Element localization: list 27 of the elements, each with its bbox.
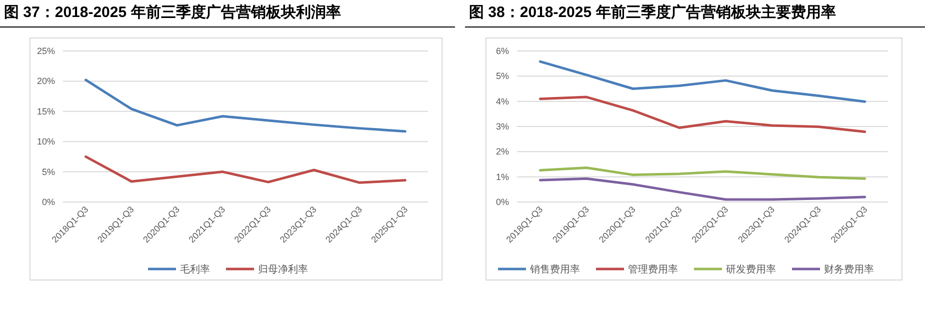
- legend-label: 销售费用率: [529, 264, 580, 276]
- legend-label: 财务费用率: [824, 264, 874, 276]
- line-series: [538, 60, 866, 103]
- line-series: [84, 155, 406, 184]
- y-tick-label: 6%: [496, 46, 509, 56]
- y-tick-label: 10%: [36, 136, 55, 147]
- y-tick-label: 4%: [496, 96, 509, 106]
- line-series: [538, 96, 866, 134]
- line-series: [538, 166, 866, 180]
- chart-title: 图 37：2018-2025 年前三季度广告营销板块利润率: [4, 3, 341, 21]
- y-tick-label: 25%: [36, 46, 55, 56]
- legend-label: 管理费用率: [628, 264, 678, 276]
- chart-title: 图 38：2018-2025 年前三季度广告营销板块主要费用率: [469, 3, 836, 21]
- y-tick-label: 15%: [36, 106, 55, 116]
- line-series: [538, 177, 866, 201]
- legend-label: 毛利率: [180, 264, 210, 276]
- y-tick-label: 5%: [496, 71, 509, 82]
- y-tick-label: 20%: [36, 76, 55, 86]
- legend-label: 归母净利率: [258, 264, 308, 276]
- y-tick-label: 0%: [496, 197, 509, 207]
- y-tick-label: 5%: [42, 166, 55, 177]
- y-tick-label: 1%: [496, 172, 509, 182]
- y-tick-label: 0%: [42, 197, 55, 207]
- y-tick-label: 2%: [496, 146, 509, 157]
- line-series: [84, 78, 406, 133]
- legend-label: 研发费用率: [726, 264, 776, 276]
- y-tick-label: 3%: [496, 122, 509, 132]
